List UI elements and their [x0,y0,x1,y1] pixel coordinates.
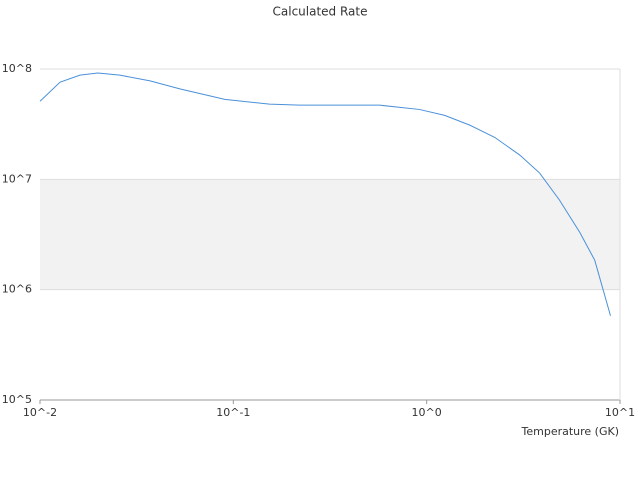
y-tick-label: 10^7 [2,172,32,185]
x-tick-label: 10^1 [605,406,635,419]
y-tick-label: 10^8 [2,62,32,75]
y-tick-label: 10^5 [2,393,32,406]
data-line [39,72,611,316]
grid-band [40,179,620,290]
x-tick-label: 10^0 [412,406,442,419]
x-tick-label: 10^-1 [216,406,250,419]
x-axis-label: Temperature (GK) [521,425,620,438]
x-tick-label: 10^-2 [23,406,57,419]
chart-title: Calculated Rate [273,5,368,19]
y-tick-label: 10^6 [2,283,32,296]
